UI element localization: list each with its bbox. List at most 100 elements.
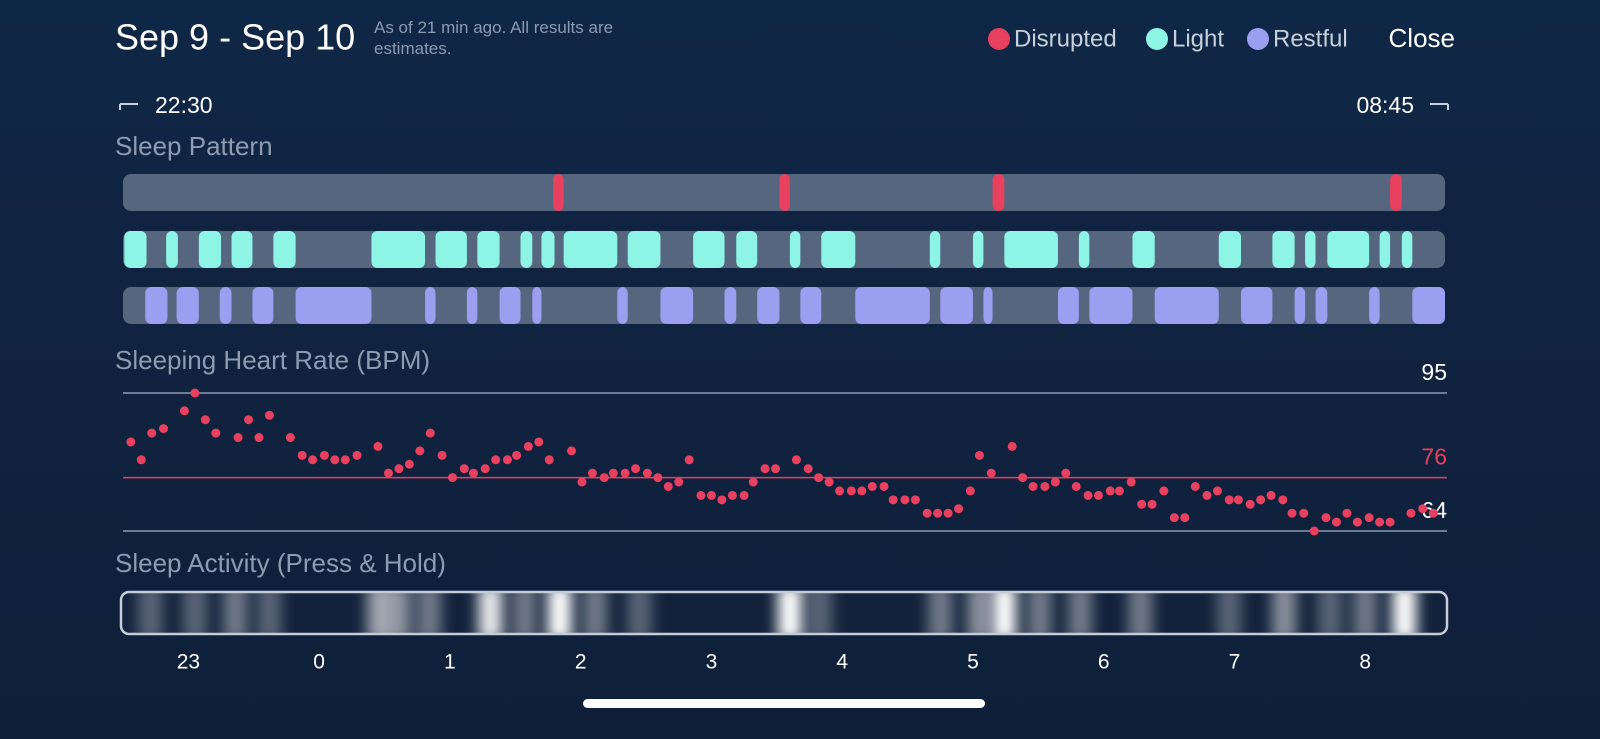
sleep-segment: [1305, 231, 1316, 268]
heart-rate-point: [986, 468, 996, 478]
heart-rate-point: [1224, 495, 1234, 505]
activity-band: [547, 592, 572, 634]
heart-rate-point: [1375, 517, 1385, 527]
legend-label: Light: [1172, 25, 1224, 52]
note: As of 21 min ago. All results are estima…: [374, 18, 614, 58]
sleep-segment: [1004, 231, 1058, 268]
heart-rate-point: [211, 428, 221, 438]
activity-band: [1027, 592, 1052, 634]
x-tick-label: 6: [1098, 651, 1110, 674]
heart-rate-point: [1028, 481, 1038, 491]
y-tick-label: 95: [1421, 359, 1447, 385]
heart-rate-point: [1364, 513, 1374, 523]
heart-rate-point: [1050, 477, 1060, 487]
sleep-segment: [940, 287, 973, 324]
heart-rate-point: [696, 490, 706, 500]
sleep-segment: [371, 231, 426, 268]
sleep-segment: [724, 287, 737, 324]
activity-band: [777, 592, 802, 634]
sleep-segment: [124, 231, 147, 268]
activity-band: [583, 592, 608, 634]
x-tick-label: 0: [313, 651, 325, 674]
activity-strip[interactable]: [138, 585, 1417, 641]
heart-rate-point: [1159, 486, 1169, 496]
heart-rate-point: [748, 477, 758, 487]
close-button[interactable]: Close: [1389, 23, 1455, 53]
heart-rate-point: [373, 441, 383, 451]
x-tick-label: 8: [1359, 651, 1371, 674]
heart-rate-point: [1331, 517, 1341, 527]
sleep-segment: [972, 231, 984, 268]
heart-rate-point: [512, 450, 522, 460]
sleep-segment: [1294, 287, 1306, 324]
heart-rate-point: [803, 464, 813, 474]
activity-band: [1317, 592, 1342, 634]
x-tick-label: 7: [1229, 651, 1241, 674]
heart-rate-point: [922, 508, 932, 518]
legend-label: Disrupted: [1014, 25, 1117, 52]
heart-rate-point: [706, 490, 716, 500]
sleep-segment: [855, 287, 930, 324]
heart-rate-point: [1105, 486, 1115, 496]
heart-rate-point: [642, 468, 652, 478]
heart-rate-point: [264, 410, 274, 420]
section-title: Sleep Activity (Press & Hold): [115, 548, 446, 578]
heart-rate-point: [567, 446, 577, 456]
heart-rate-point: [1418, 504, 1428, 514]
range-end: 08:45: [1356, 92, 1414, 118]
range-start-bracket: [119, 103, 138, 110]
sleep-segment: [295, 287, 372, 324]
sleep-segment: [929, 231, 941, 268]
heart-rate-point: [653, 473, 663, 483]
sleep-segment: [1154, 287, 1219, 324]
sleep-segment: [992, 174, 1005, 211]
sleep-segment: [273, 231, 296, 268]
heart-rate-point: [814, 473, 824, 483]
heart-rate-point: [867, 481, 877, 491]
heart-rate-point: [684, 455, 694, 465]
x-tick-label: 3: [706, 651, 718, 674]
heart-rate-point: [544, 455, 554, 465]
sleep-segment: [1315, 287, 1328, 324]
heart-rate-point: [631, 464, 641, 474]
heart-rate-point: [663, 481, 673, 491]
heart-rate-point: [1385, 517, 1395, 527]
heart-rate-point: [727, 490, 737, 500]
heart-rate-point: [943, 508, 953, 518]
heart-rate-point: [1169, 513, 1179, 523]
home-indicator: [583, 699, 985, 708]
range-start: 22:30: [155, 92, 213, 118]
heart-rate-point: [415, 446, 425, 456]
heart-rate-point: [297, 450, 307, 460]
heart-rate-point: [159, 424, 169, 434]
activity-band: [512, 592, 537, 634]
sleep-segment: [1241, 287, 1273, 324]
activity-band: [928, 592, 953, 634]
heart-rate-point: [340, 455, 350, 465]
heart-rate-point: [1309, 526, 1319, 536]
activity-band: [416, 592, 441, 634]
heart-rate-point: [147, 428, 157, 438]
heart-rate-point: [739, 490, 749, 500]
heart-rate-point: [480, 464, 490, 474]
sleep-segment: [1132, 231, 1155, 268]
heart-rate-point: [1180, 513, 1190, 523]
heart-rate-point: [954, 504, 964, 514]
average-label: 76: [1421, 444, 1447, 470]
heart-rate-point: [136, 455, 146, 465]
heart-rate-point: [1137, 499, 1147, 509]
activity-band: [1272, 592, 1297, 634]
title: Sep 9 - Sep 10: [115, 17, 355, 58]
sleep-segment: [231, 231, 253, 268]
activity-band: [223, 592, 248, 634]
heart-rate-point: [1212, 486, 1222, 496]
sleep-segment: [563, 231, 618, 268]
x-tick-label: 2: [575, 651, 587, 674]
sleep-segment: [541, 231, 555, 268]
sleep-segment: [219, 287, 232, 324]
heart-rate-point: [1093, 490, 1103, 500]
heart-rate-point: [1190, 481, 1200, 491]
heart-rate-point: [190, 388, 200, 398]
sleep-segment: [252, 287, 274, 324]
activity-band: [1217, 592, 1242, 634]
